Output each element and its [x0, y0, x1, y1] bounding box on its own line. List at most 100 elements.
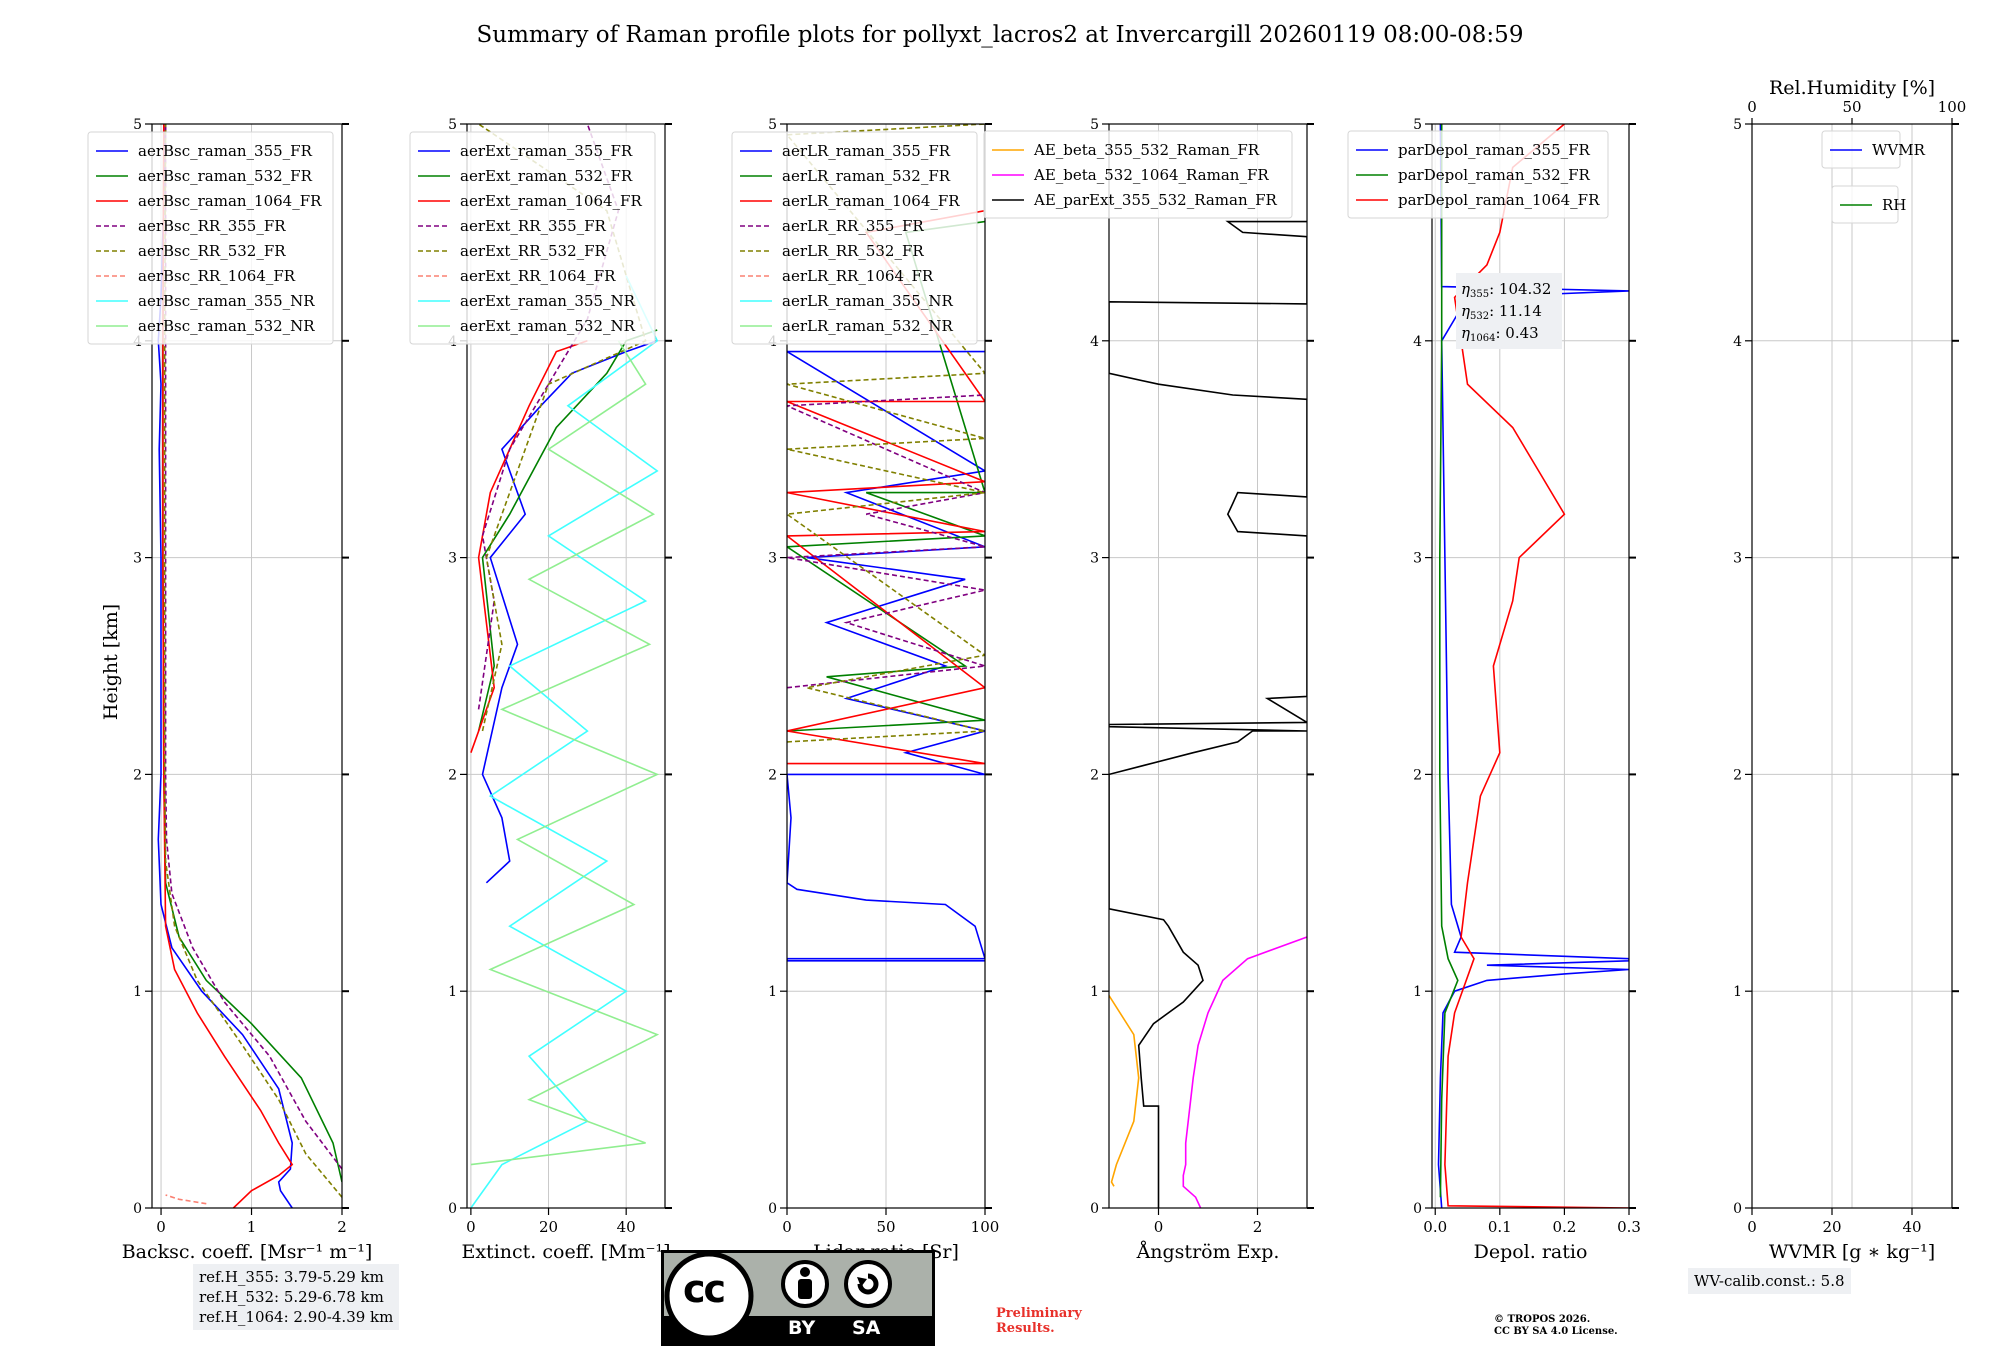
legend-label: aerExt_raman_1064_FR	[460, 192, 642, 210]
y-tick-label: 5	[1090, 117, 1099, 133]
y-tick-label: 3	[133, 551, 142, 567]
legend-label: parDepol_raman_1064_FR	[1398, 191, 1600, 209]
legend-label: aerLR_raman_1064_FR	[782, 192, 960, 210]
y-tick-label: 2	[1733, 767, 1742, 783]
legend-label: aerExt_RR_1064_FR	[460, 267, 616, 285]
x-tick-label: 0.2	[1552, 1218, 1576, 1236]
legend-label: aerBsc_RR_355_FR	[138, 217, 286, 235]
legend-label: aerBsc_RR_532_FR	[138, 242, 286, 260]
x-tick-label: 20	[539, 1218, 558, 1236]
series-line-aerLR_raman_1064_FR	[787, 209, 985, 765]
legend-box	[983, 130, 1293, 219]
y-tick-label: 2	[1413, 767, 1422, 783]
y-tick-label: 5	[448, 117, 457, 133]
top-tick-label: 100	[1938, 98, 1967, 116]
x-tick-label: 40	[1902, 1218, 1921, 1236]
y-tick-label: 0	[1413, 1201, 1422, 1217]
legend-label: aerExt_RR_532_FR	[460, 242, 607, 260]
y-tick-label: 2	[768, 767, 777, 783]
copyright-line-2: CC BY SA 4.0 License.	[1494, 1326, 1618, 1337]
x-tick-label: 0	[1154, 1218, 1164, 1236]
legend-label: aerBsc_raman_1064_FR	[138, 192, 322, 210]
series-line-aerLR_RR_355_FR	[787, 394, 985, 689]
series-line-aerExt_raman_1064_FR	[470, 340, 588, 753]
series-line-aerExt_raman_532_FR	[477, 329, 658, 732]
series-line-parDepol_raman_532_FR	[1439, 124, 1459, 1198]
panel-ext: 01234502040Extinct. coeff. [Mm⁻¹]aerExt_…	[409, 117, 672, 1263]
x-axis-label: WVMR [g ∗ kg⁻¹]	[1769, 1241, 1935, 1263]
ref-height-532: ref.H_532: 5.29-6.78 km	[199, 1288, 384, 1306]
annotation-box	[1456, 273, 1562, 349]
series-line-aerExt_raman_355_NR	[470, 275, 659, 1208]
legend-label: aerBsc_raman_532_NR	[138, 317, 315, 335]
x-tick-label: 0.0	[1423, 1218, 1447, 1236]
legend-label: aerExt_raman_532_NR	[460, 317, 636, 335]
y-tick-label: 4	[1090, 334, 1099, 350]
legend-lr: aerLR_raman_355_FR aerLR_raman_532_FR aerL…	[731, 131, 978, 345]
legend-ae: AE_beta_355_532_Raman_FR AE_beta_532_1064…	[983, 130, 1293, 219]
legend-wv: WVMR	[1821, 130, 1926, 169]
y-tick-label: 4	[1733, 334, 1742, 350]
x-tick-label: 0	[782, 1218, 792, 1236]
y-tick-label: 3	[1733, 551, 1742, 567]
series-line-aerExt_raman_532_NR	[470, 340, 660, 1166]
ref-height-1064: ref.H_1064: 2.90-4.39 km	[199, 1308, 394, 1326]
x-tick-label: 0	[466, 1218, 476, 1236]
legend-label: aerExt_raman_355_FR	[460, 142, 633, 160]
legend-label: aerBsc_raman_355_NR	[138, 292, 315, 310]
legend-label: aerLR_raman_532_NR	[782, 317, 953, 335]
copyright-line-1: © TROPOS 2026.	[1494, 1314, 1591, 1325]
legend-label: WVMR	[1872, 141, 1926, 159]
legend-label: RH	[1882, 196, 1906, 214]
preliminary-line-1: Preliminary	[996, 1306, 1082, 1321]
legend-label: aerBsc_raman_532_FR	[138, 167, 313, 185]
copyright-note: © TROPOS 2026. CC BY SA 4.0 License.	[1494, 1314, 1618, 1338]
legend-label: parDepol_raman_532_FR	[1398, 166, 1591, 184]
series-line-AE_beta_355_532_Raman_FR	[1109, 995, 1140, 1187]
cc-sa-text: SA	[852, 1317, 881, 1339]
legend-label: aerLR_raman_355_FR	[782, 142, 951, 160]
panel-ae: 0 1 2 3 4 5 0 2 Ångström Exp. AE_beta_355_532_Ram…	[983, 117, 1314, 1263]
y-tick-label: 1	[1733, 984, 1742, 1000]
figure-title: Summary of Raman profile plots for polly…	[477, 22, 1524, 48]
legend-box	[87, 131, 334, 345]
legend-rh: RH	[1831, 185, 1906, 224]
y-tick-label: 1	[448, 984, 457, 1000]
x-axis-label: Depol. ratio	[1474, 1241, 1588, 1263]
annotation-line: η1064: 0.43	[1461, 324, 1539, 344]
cc-license-logo	[661, 1250, 935, 1346]
preliminary-note: Preliminary Results.	[996, 1306, 1082, 1336]
wv-calibration-box: WV-calib.const.: 5.8	[1688, 1268, 1851, 1294]
y-tick-label: 1	[1413, 984, 1422, 1000]
cc-circle-icon	[664, 1251, 754, 1341]
panel-lr: 012345050100Lidar ratio [Sr]aerLR_raman_…	[731, 117, 1000, 1263]
reference-heights-box: ref.H_355: 3.79-5.29 km ref.H_532: 5.29-…	[193, 1264, 400, 1330]
legend-label: AE_beta_355_532_Raman_FR	[1033, 141, 1260, 159]
y-tick-label: 4	[1413, 334, 1422, 350]
y-tick-label: 0	[133, 1201, 142, 1217]
panel-bsc: 012345012Backsc. coeff. [Msr⁻¹ m⁻¹]aerBs…	[87, 117, 372, 1263]
x-tick-label: 2	[337, 1218, 347, 1236]
x-tick-label: 0	[1747, 1218, 1757, 1236]
legend-bsc: aerBsc_raman_355_FR aerBsc_raman_532_FRae…	[87, 131, 334, 345]
series-line-aerBsc_RR_532_FR	[163, 124, 342, 1198]
y-tick-label: 3	[1413, 551, 1422, 567]
series-group	[787, 124, 985, 962]
legend-label: aerBsc_raman_355_FR	[138, 142, 313, 160]
legend-box	[1347, 130, 1609, 219]
top-tick-label: 50	[1842, 98, 1861, 116]
preliminary-line-2: Results.	[996, 1321, 1055, 1336]
series-line-AE_beta_532_1064_Raman_FR	[1182, 936, 1307, 1208]
y-tick-label: 5	[1733, 117, 1742, 133]
x-tick-label: 100	[971, 1218, 1000, 1236]
series-group	[1109, 220, 1307, 1208]
series-line-aerLR_raman_532_FR	[787, 220, 985, 732]
y-tick-label: 0	[1090, 1201, 1099, 1217]
axes-frame	[151, 123, 343, 1209]
top-tick-label: 0	[1747, 98, 1757, 116]
x-axis-label: Ångström Exp.	[1136, 1241, 1280, 1263]
legend-box	[731, 131, 978, 345]
